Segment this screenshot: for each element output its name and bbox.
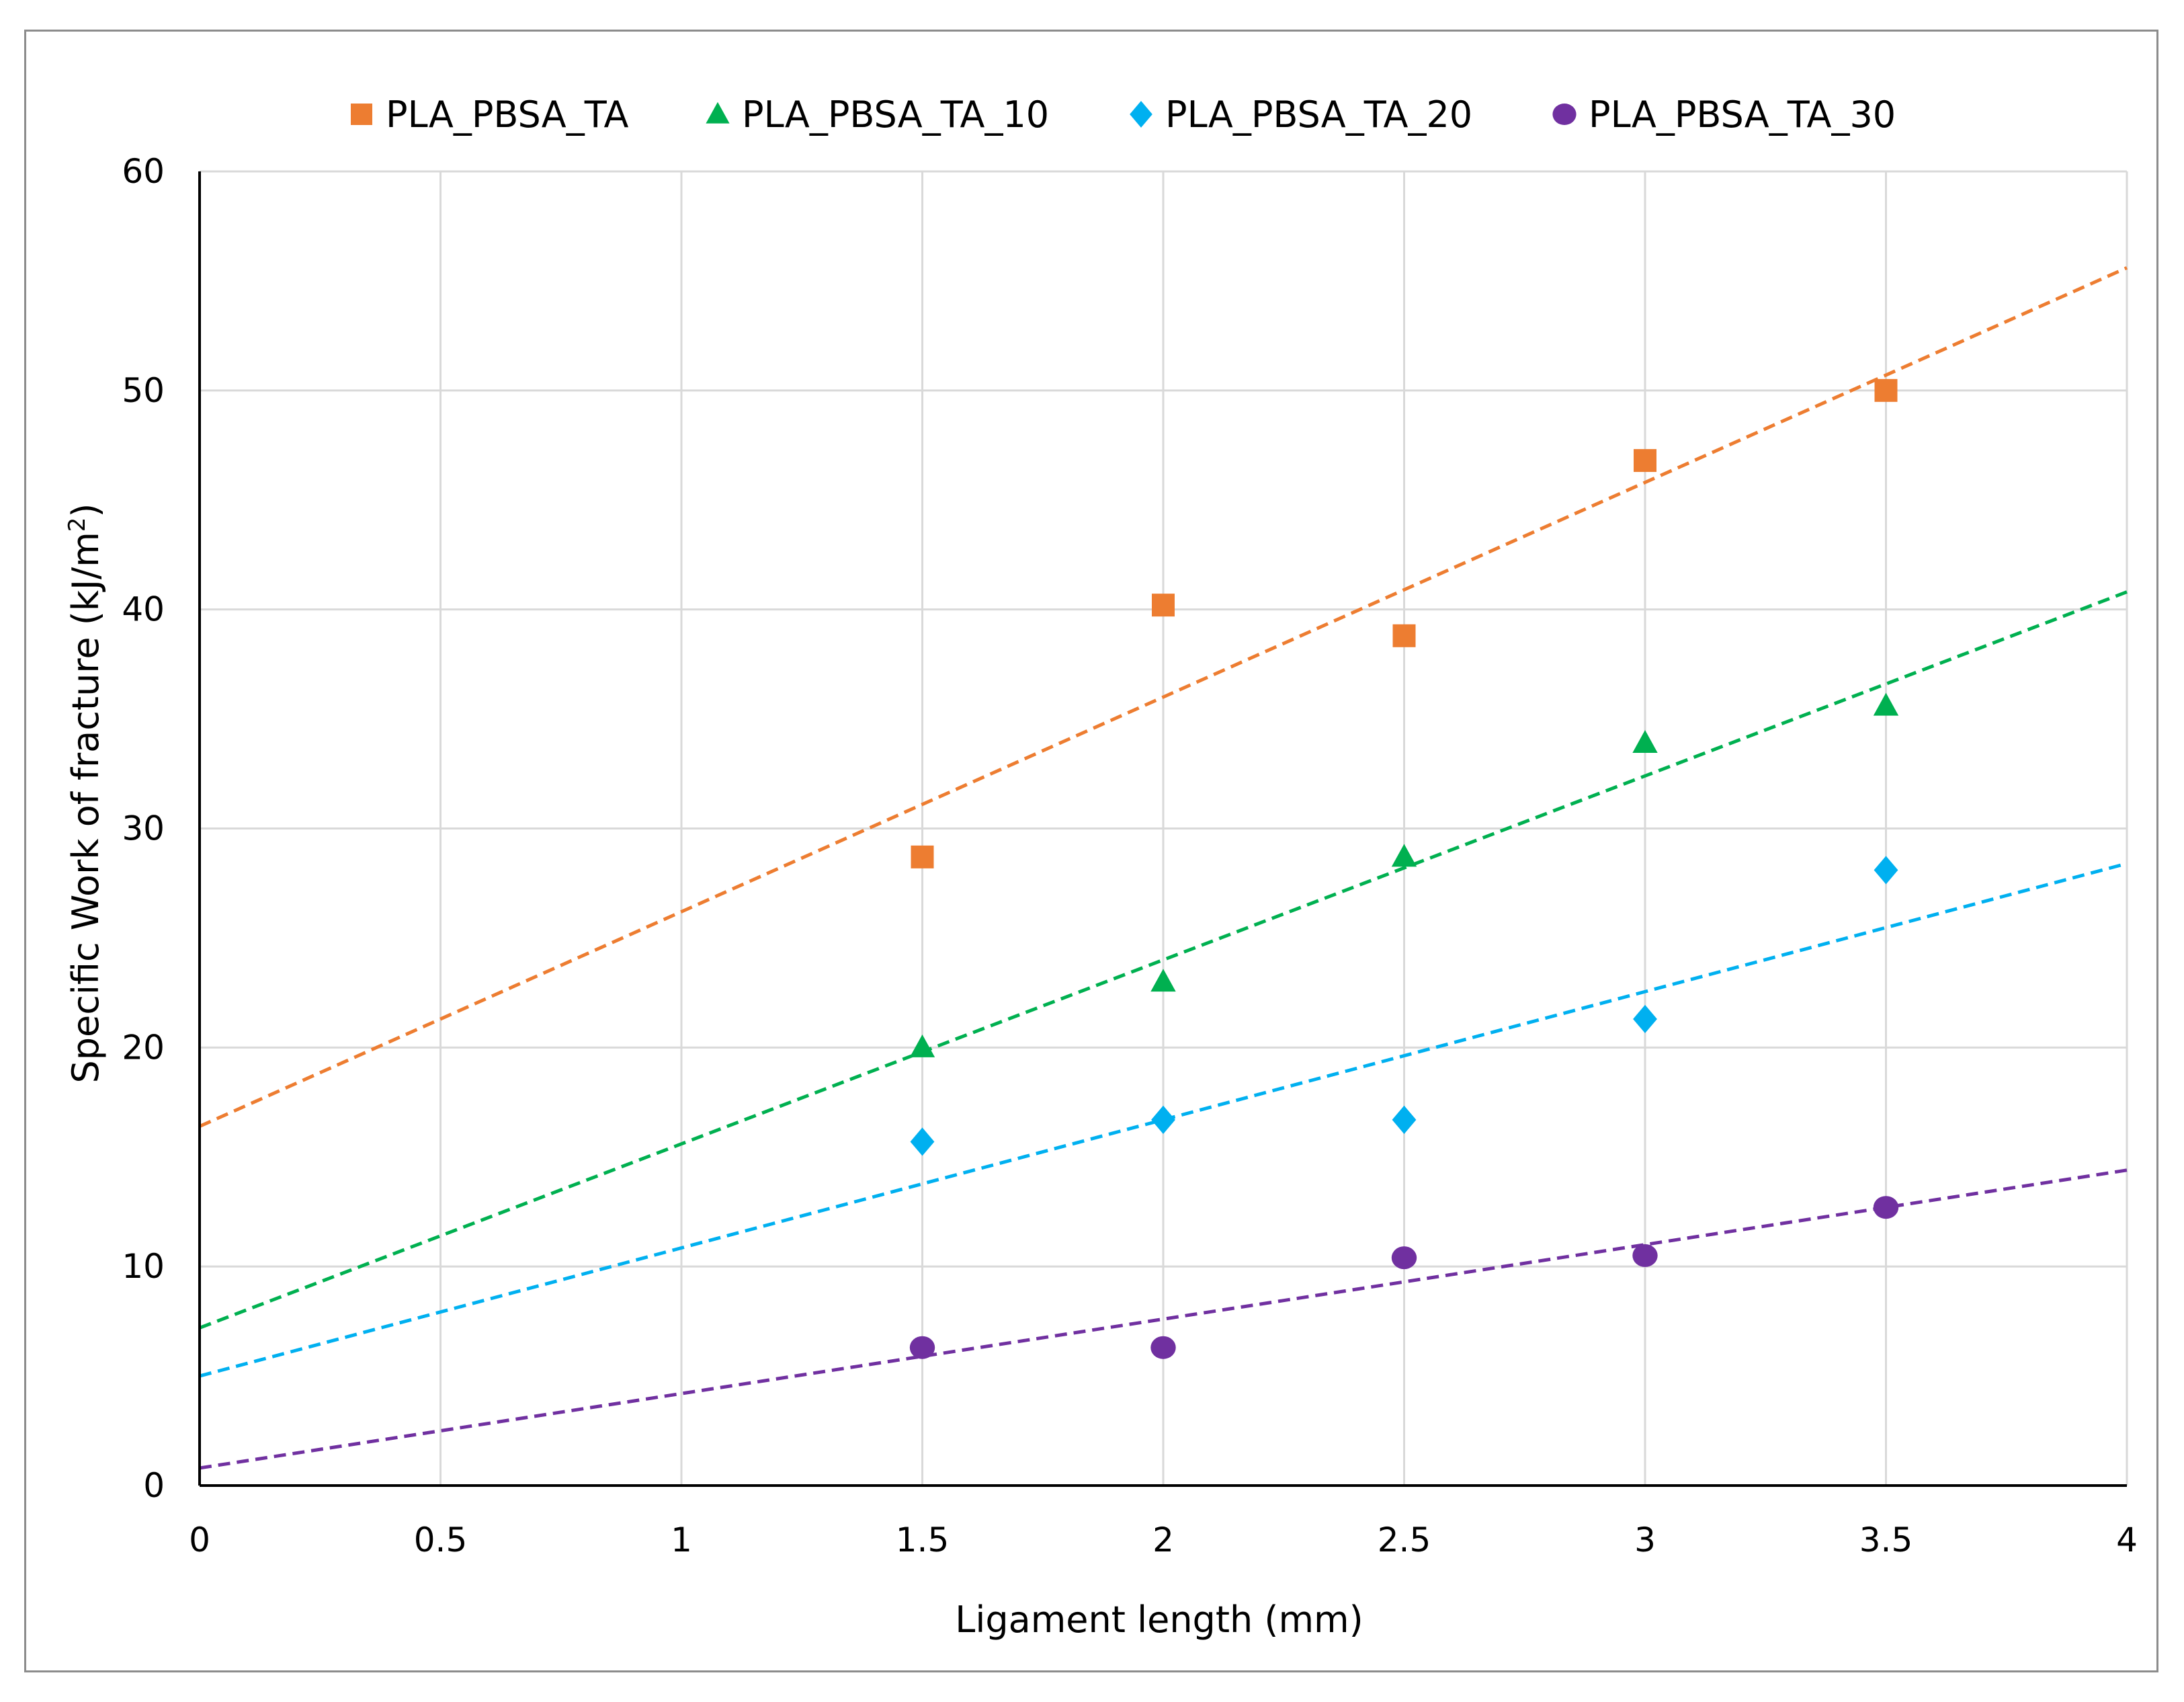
x-tick-label: 3.5	[1859, 1521, 1913, 1559]
axes	[198, 171, 2127, 1487]
chart-frame	[24, 30, 2158, 1672]
data-point-series-1	[1152, 594, 1175, 617]
trendline-series-3	[199, 862, 2128, 1378]
y-tick-label: 40	[122, 590, 165, 629]
x-tick-label: 1.5	[896, 1521, 950, 1559]
legend-marker-series-1	[351, 104, 372, 125]
x-tick-label: 3	[1634, 1521, 1656, 1559]
y-axis-title-sup: 2	[64, 518, 91, 532]
x-tick-label: 0	[189, 1521, 210, 1559]
data-point-series-3	[910, 1127, 935, 1156]
legend-label-series-3: PLA_PBSA_TA_20	[1165, 93, 1472, 136]
gridlines	[200, 170, 2128, 1486]
legend-label-series-1: PLA_PBSA_TA	[386, 93, 629, 136]
y-tick-label: 60	[122, 152, 165, 191]
y-tick-label: 30	[122, 809, 165, 848]
legend-marker-series-2	[706, 102, 730, 124]
data-points	[909, 378, 1899, 1359]
x-tick-label: 2.5	[1378, 1521, 1431, 1559]
trendlines	[198, 266, 2128, 1470]
data-point-series-1	[911, 845, 934, 868]
data-point-series-2	[1632, 730, 1658, 753]
y-axis-title-main: Specific Work of fracture (kJ/m	[65, 532, 107, 1083]
y-tick-label: 20	[122, 1028, 165, 1067]
data-point-series-1	[1874, 378, 1898, 402]
y-axis-title: Specific Work of fracture (kJ/m2)	[64, 503, 107, 1083]
data-point-series-3	[1633, 1004, 1657, 1034]
data-point-series-4	[1873, 1196, 1899, 1219]
data-point-series-1	[1392, 624, 1416, 647]
data-point-series-4	[1391, 1246, 1417, 1270]
legend-label-series-2: PLA_PBSA_TA_10	[742, 93, 1049, 136]
y-tick-label: 50	[122, 371, 165, 410]
y-axis-title-close: )	[65, 503, 107, 517]
data-point-series-2	[1150, 969, 1176, 992]
x-tick-label: 4	[2116, 1521, 2138, 1559]
x-axis-title: Ligament length (mm)	[955, 1598, 1363, 1641]
trendline-series-1	[198, 266, 2128, 1128]
legend: PLA_PBSA_TA PLA_PBSA_TA_10 PLA_PBSA_TA_20 P…	[351, 93, 1896, 136]
data-point-series-1	[1634, 449, 1656, 473]
x-tick-label: 2	[1152, 1521, 1174, 1559]
data-point-series-4	[1150, 1336, 1176, 1359]
data-point-series-3	[1874, 856, 1898, 885]
data-point-series-4	[909, 1336, 935, 1359]
legend-marker-series-4	[1552, 104, 1577, 125]
legend-marker-series-3	[1130, 101, 1152, 128]
legend-label-series-4: PLA_PBSA_TA_30	[1589, 93, 1896, 136]
trendline-series-2	[199, 590, 2128, 1330]
y-tick-label: 0	[143, 1466, 165, 1505]
data-point-series-2	[1391, 844, 1417, 867]
x-tick-label: 1	[671, 1521, 692, 1559]
data-point-series-4	[1632, 1244, 1658, 1267]
x-tick-label: 0.5	[414, 1521, 468, 1559]
y-tick-label: 10	[122, 1247, 165, 1286]
data-point-series-3	[1392, 1105, 1417, 1134]
data-point-series-2	[909, 1034, 935, 1057]
data-point-series-2	[1873, 692, 1899, 716]
trendline-series-4	[199, 1168, 2128, 1470]
data-point-series-3	[1151, 1105, 1175, 1134]
